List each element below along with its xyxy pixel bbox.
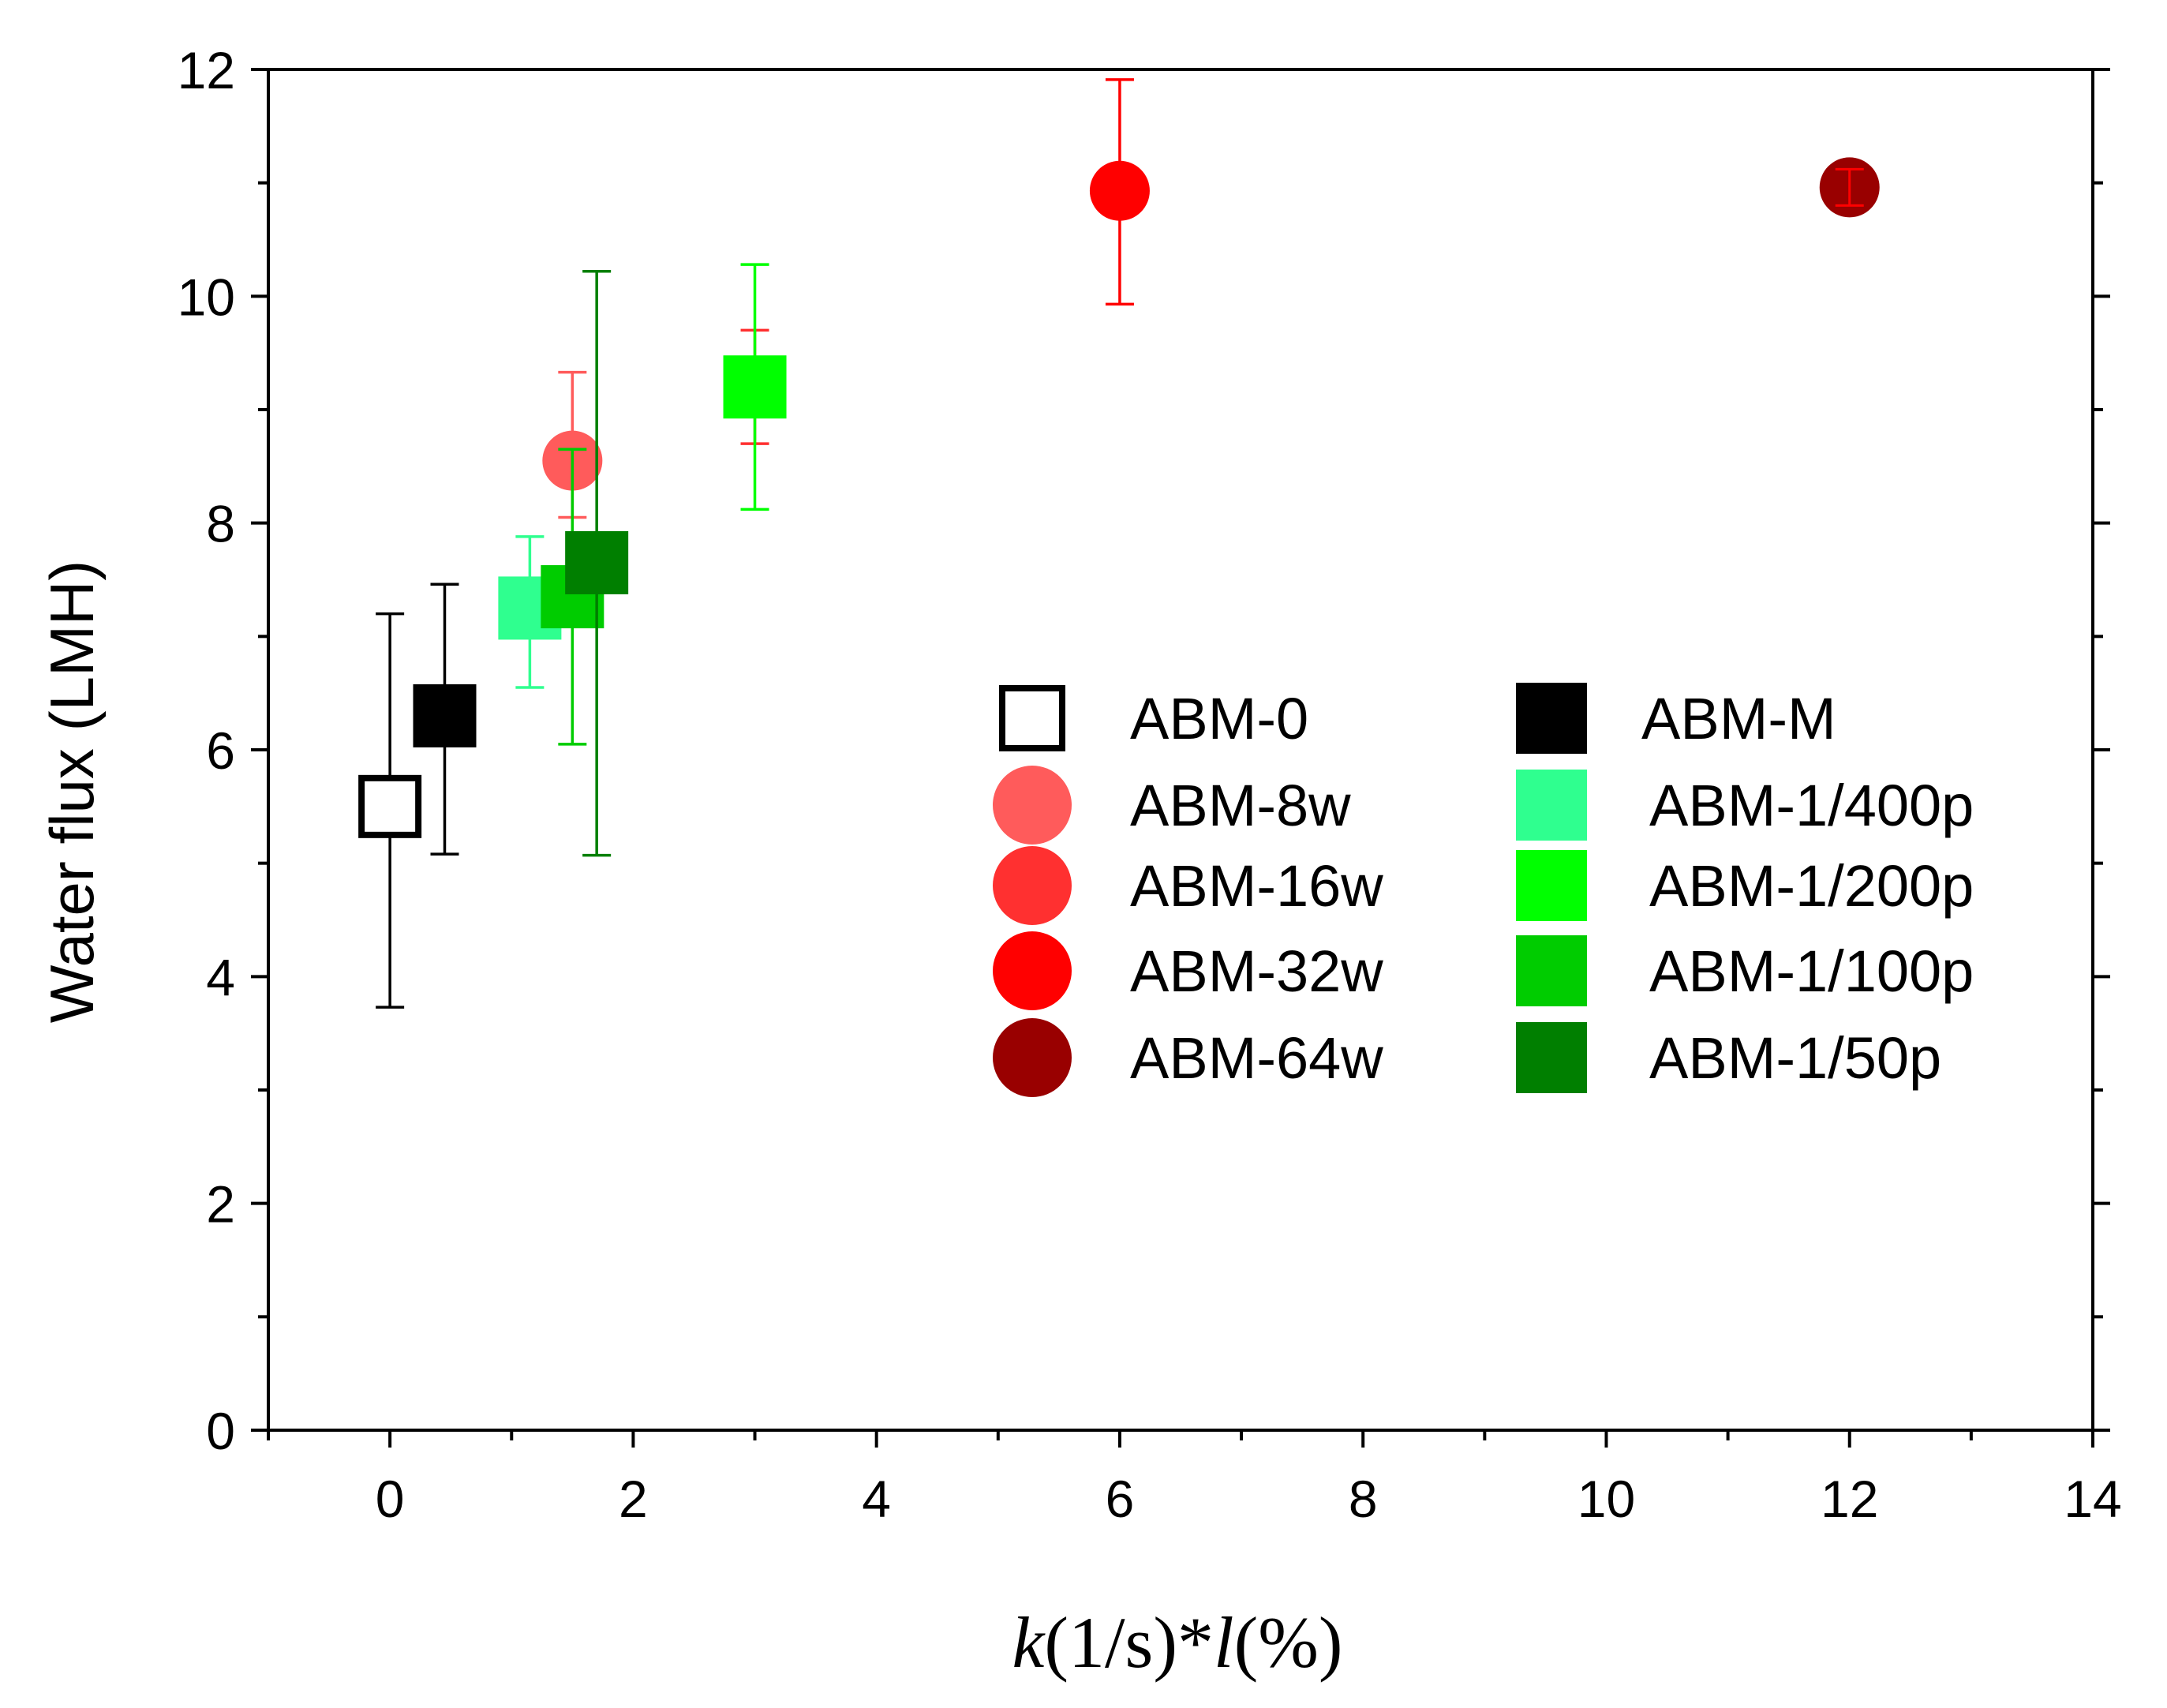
legend-label: ABM-1/400p bbox=[1649, 773, 1974, 838]
legend-label: ABM-M bbox=[1641, 686, 1836, 751]
x-tick-label: 4 bbox=[862, 1470, 891, 1528]
legend-marker bbox=[1516, 850, 1587, 921]
x-axis-title-mid: (1/s)* bbox=[1044, 1602, 1214, 1683]
legend: ABM-0 ABM-8w ABM-16w ABM-32w ABM-64w ABM-M ABM… bbox=[993, 683, 1974, 1097]
legend-marker bbox=[993, 846, 1072, 925]
legend-marker bbox=[999, 685, 1065, 751]
x-axis-title-end: (%) bbox=[1234, 1602, 1343, 1683]
legend-label: ABM-64w bbox=[1130, 1025, 1383, 1091]
y-tick-label: 2 bbox=[206, 1175, 235, 1234]
y-tick-label: 10 bbox=[178, 268, 235, 326]
y-tick-label: 0 bbox=[206, 1402, 235, 1460]
data-point bbox=[565, 530, 629, 594]
x-tick-label: 12 bbox=[1821, 1470, 1878, 1528]
point-group bbox=[358, 612, 422, 1009]
x-tick-label: 6 bbox=[1106, 1470, 1135, 1528]
data-points bbox=[358, 78, 1880, 1009]
y-axis: 0 2 4 6 8 10 12 bbox=[178, 41, 2110, 1460]
data-point bbox=[1089, 160, 1150, 221]
legend-marker bbox=[1516, 1022, 1587, 1093]
x-tick-label: 10 bbox=[1578, 1470, 1635, 1528]
legend-label: ABM-8w bbox=[1130, 773, 1351, 838]
x-axis: 0 2 4 6 8 10 12 14 bbox=[267, 1430, 2122, 1528]
y-tick-label: 8 bbox=[206, 495, 235, 553]
data-point bbox=[413, 684, 477, 747]
x-tick-label: 0 bbox=[376, 1470, 405, 1528]
legend-label: ABM-32w bbox=[1130, 938, 1383, 1004]
legend-marker bbox=[1516, 935, 1587, 1006]
x-axis-title-k: k bbox=[1012, 1602, 1046, 1683]
legend-marker bbox=[993, 766, 1072, 845]
y-axis-title: Water flux (LMH) bbox=[37, 560, 107, 1024]
point-group bbox=[1089, 78, 1150, 306]
x-tick-label: 14 bbox=[2064, 1470, 2121, 1528]
legend-marker bbox=[1516, 770, 1587, 841]
y-tick-label: 6 bbox=[206, 721, 235, 780]
legend-marker bbox=[1516, 683, 1587, 754]
legend-label: ABM-1/100p bbox=[1649, 938, 1974, 1004]
legend-marker bbox=[993, 1018, 1072, 1097]
y-tick-label: 12 bbox=[178, 41, 235, 99]
x-axis-title-l: l bbox=[1214, 1602, 1234, 1683]
data-point bbox=[723, 355, 787, 419]
legend-label: ABM-16w bbox=[1130, 853, 1383, 919]
legend-label: ABM-1/200p bbox=[1649, 853, 1974, 919]
point-group bbox=[541, 448, 604, 746]
point-group bbox=[413, 582, 477, 856]
data-point bbox=[358, 774, 422, 838]
point-group bbox=[565, 269, 629, 857]
x-tick-label: 2 bbox=[619, 1470, 648, 1528]
legend-label: ABM-1/50p bbox=[1649, 1025, 1941, 1091]
x-axis-title: k(1/s)*l(%) bbox=[1012, 1602, 1343, 1683]
x-tick-label: 8 bbox=[1349, 1470, 1378, 1528]
y-tick-label: 4 bbox=[206, 948, 235, 1006]
point-group bbox=[723, 263, 787, 511]
legend-label: ABM-0 bbox=[1130, 686, 1308, 751]
legend-marker bbox=[993, 931, 1072, 1010]
